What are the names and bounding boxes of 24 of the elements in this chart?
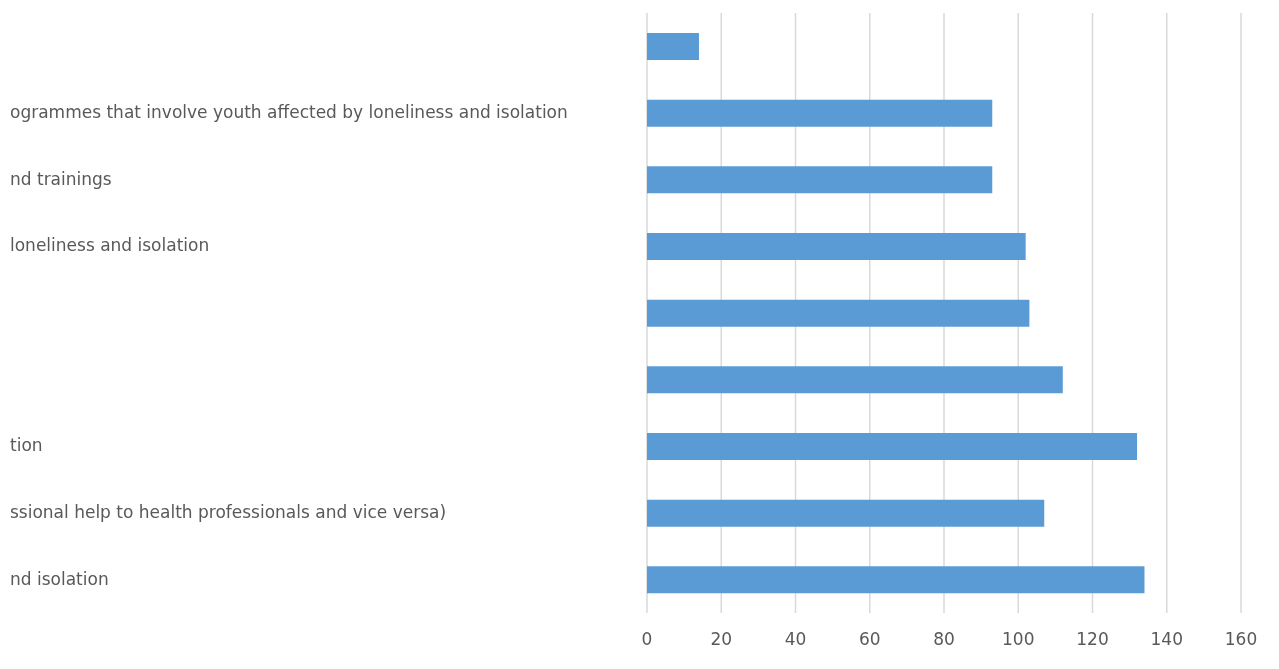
y-tick-label: ssional help to health professionals and vice versa) — [10, 502, 447, 522]
y-tick-label: ogrammes that involve youth affected by loneliness and isolation — [10, 102, 568, 122]
x-tick-label: 100 — [1002, 629, 1035, 650]
x-tick-label: 0 — [641, 629, 653, 650]
y-tick-label: loneliness and isolation — [10, 235, 210, 256]
bar — [647, 299, 1030, 327]
y-tick-label: tion — [10, 435, 43, 456]
bar — [647, 566, 1145, 594]
x-tick-label: 140 — [1150, 629, 1183, 650]
bar — [647, 166, 993, 194]
x-tick-label: 120 — [1076, 629, 1109, 650]
bar — [647, 33, 699, 60]
bar — [647, 499, 1045, 527]
bar — [647, 233, 1026, 260]
x-tick-label: 40 — [784, 629, 807, 650]
bar — [647, 99, 993, 127]
x-tick-label: 60 — [858, 629, 881, 650]
y-tick-label: nd trainings — [10, 168, 112, 189]
x-tick-label: 160 — [1224, 629, 1258, 650]
bar — [647, 366, 1063, 394]
y-tick-label: nd isolation — [10, 568, 109, 589]
bar — [647, 433, 1138, 460]
x-tick-label: 20 — [710, 629, 733, 650]
x-tick-label: 80 — [933, 629, 955, 650]
